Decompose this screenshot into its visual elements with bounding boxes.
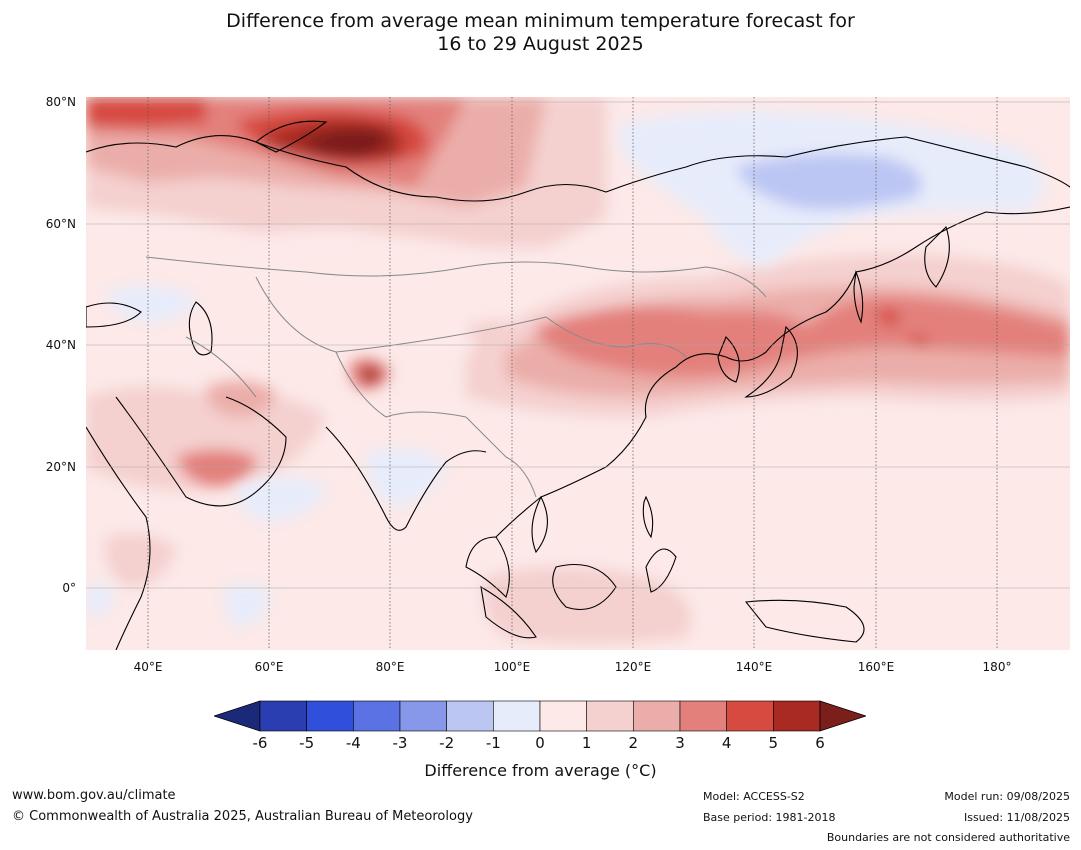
lon-label-180: 180°	[982, 660, 1012, 674]
colorbar-cell	[773, 700, 821, 732]
colorbar-tick-label: -1	[485, 734, 501, 752]
colorbar-cell	[399, 700, 447, 732]
footer-disclaimer: Boundaries are not considered authoritat…	[826, 831, 1070, 844]
cool-anomaly-layer	[86, 111, 1044, 627]
colorbar-tick-label: 0	[535, 734, 545, 752]
colorbar-cell	[679, 700, 727, 732]
footer-model-run: Model run: 09/08/2025	[944, 790, 1070, 803]
colorbar-cell	[539, 700, 587, 732]
country-borders	[145, 256, 767, 498]
footer-url[interactable]: www.bom.gov.au/climate	[12, 788, 176, 803]
colorbar-tick-label: -2	[439, 734, 455, 752]
lon-label-60e: 60°E	[254, 660, 284, 674]
footer-model: Model: ACCESS-S2	[703, 790, 805, 803]
colorbar-cell	[633, 700, 681, 732]
title-line-2: 16 to 29 August 2025	[437, 33, 644, 55]
lon-label-160e: 160°E	[857, 660, 895, 674]
colorbar-cell	[586, 700, 634, 732]
longitude-gridlines	[147, 97, 998, 650]
colorbar-tick-label: -3	[392, 734, 408, 752]
lat-label-80n: 80°N	[45, 95, 76, 109]
lat-label-40n: 40°N	[45, 338, 76, 352]
colorbar-cell	[493, 700, 541, 732]
colorbar-cell	[306, 700, 354, 732]
colorbar-label: Difference from average (°C)	[424, 761, 657, 780]
footer-copyright: © Commonwealth of Australia 2025, Austra…	[12, 809, 473, 824]
temperature-anomaly-map	[86, 97, 1070, 650]
colorbar-cell	[353, 700, 401, 732]
colorbar-tick-label: -4	[345, 734, 361, 752]
lon-label-120e: 120°E	[614, 660, 652, 674]
title-line-1: Difference from average mean minimum tem…	[226, 10, 855, 32]
colorbar-cell	[446, 700, 494, 732]
lon-label-140e: 140°E	[735, 660, 773, 674]
colorbar-tick-label: -6	[252, 734, 268, 752]
coastlines	[86, 120, 1070, 650]
footer-issued: Issued: 11/08/2025	[963, 811, 1070, 824]
colorbar-tick-label: 2	[628, 734, 639, 752]
colorbar-tick-label: -5	[299, 734, 315, 752]
colorbar-extend-low	[214, 700, 261, 732]
colorbar-cell	[259, 700, 307, 732]
lon-label-100e: 100°E	[493, 660, 531, 674]
warm-anomaly-layer	[86, 97, 1070, 644]
lat-label-60n: 60°N	[45, 217, 76, 231]
colorbar-cell	[726, 700, 774, 732]
colorbar-tick-label: 3	[675, 734, 685, 752]
colorbar-tick-label: 1	[581, 734, 592, 752]
map-title: Difference from average mean minimum tem…	[0, 10, 1081, 56]
footer-base-period: Base period: 1981-2018	[703, 811, 836, 824]
latitude-gridlines	[86, 101, 1070, 589]
lon-label-80e: 80°E	[375, 660, 405, 674]
colorbar-tick-label: 6	[815, 734, 825, 752]
lat-label-20n: 20°N	[45, 460, 76, 474]
lon-label-40e: 40°E	[133, 660, 163, 674]
colorbar-extend-high	[819, 700, 866, 732]
colorbar	[214, 700, 866, 732]
lat-label-0: 0°	[62, 581, 76, 595]
colorbar-tick-label: 4	[721, 734, 732, 752]
colorbar-cells	[214, 700, 866, 732]
colorbar-tick-label: 5	[768, 734, 779, 752]
